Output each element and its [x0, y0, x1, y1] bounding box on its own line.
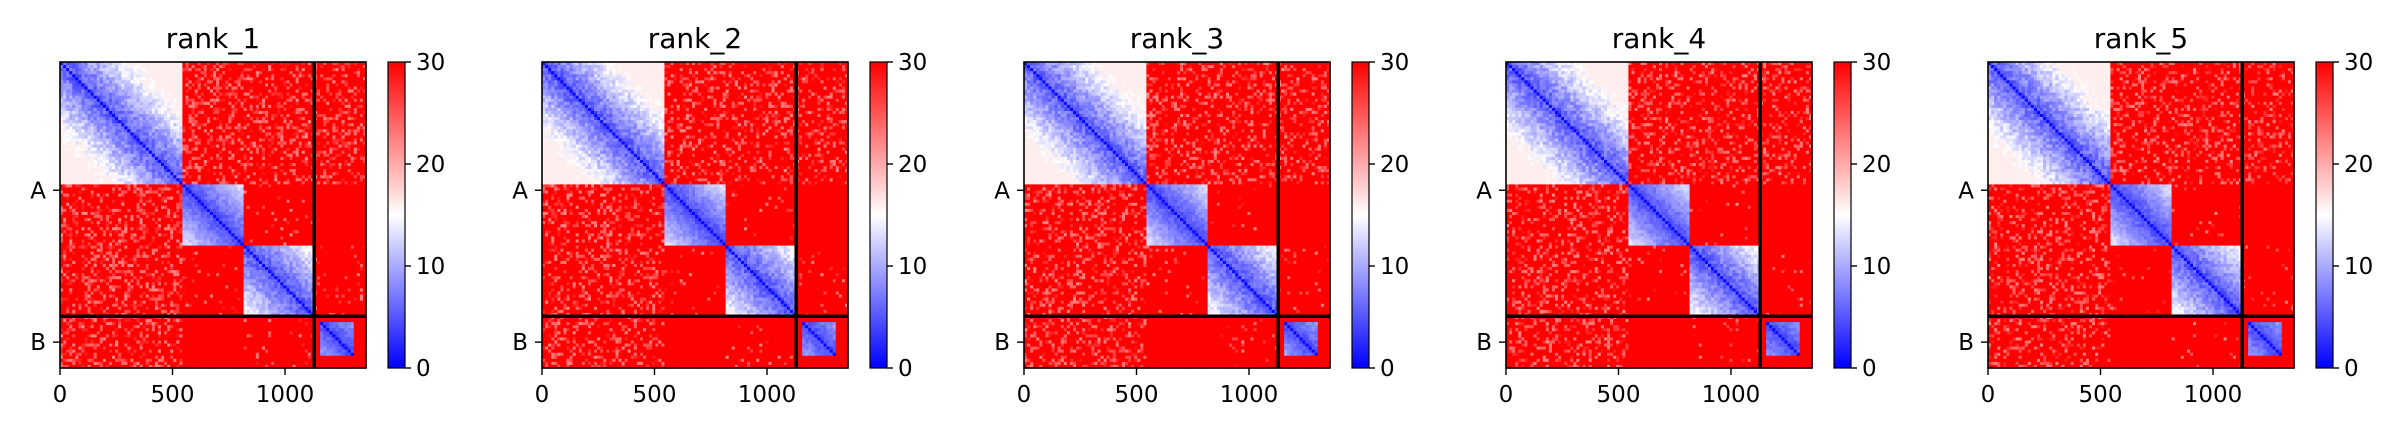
heatmap-cells: [60, 62, 367, 369]
panel-title: rank_1: [166, 22, 260, 55]
